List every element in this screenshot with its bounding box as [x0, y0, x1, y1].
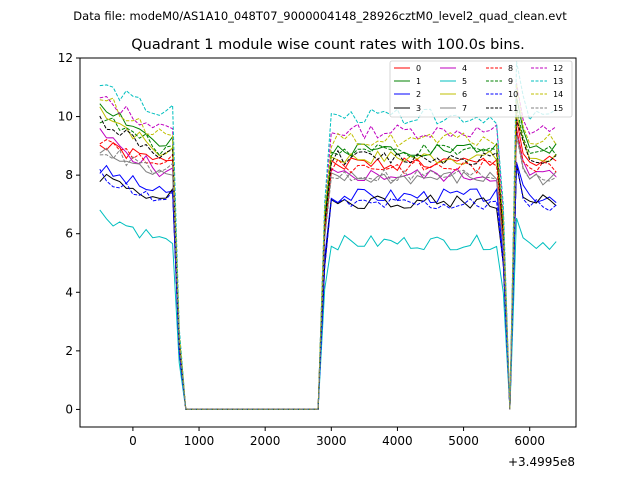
legend-label-11: 11: [508, 104, 518, 113]
y-tick-label: 4: [65, 285, 73, 299]
x-tick-label: 5000: [448, 434, 479, 448]
legend-label-15: 15: [553, 104, 563, 113]
series-line-5: [99, 209, 557, 410]
legend-label-9: 9: [508, 77, 513, 86]
legend-label-5: 5: [462, 77, 467, 86]
legend-label-10: 10: [508, 90, 518, 99]
chart-title: Quadrant 1 module wise count rates with …: [131, 37, 525, 53]
series-line-14: [99, 84, 557, 410]
x-axis: 0 1000 2000 3000 4000 5000 6000: [129, 427, 545, 448]
legend-label-6: 6: [462, 90, 467, 99]
y-tick-label: 2: [65, 344, 73, 358]
x-offset-label: +3.4995e8: [508, 455, 575, 469]
x-tick-label: 4000: [382, 434, 413, 448]
legend-label-8: 8: [508, 64, 513, 73]
figure-suptitle: Data file: modeM0/AS1A10_048T07_90000041…: [73, 9, 567, 23]
x-tick-label: 3000: [316, 434, 347, 448]
x-tick-label: 0: [129, 434, 137, 448]
series-line-13: [99, 61, 557, 410]
x-tick-label: 6000: [514, 434, 545, 448]
y-tick-label: 12: [58, 51, 73, 65]
legend-frame: [389, 60, 573, 118]
legend-label-0: 0: [416, 64, 421, 73]
x-tick-label: 2000: [250, 434, 281, 448]
legend-label-12: 12: [553, 64, 563, 73]
legend-label-13: 13: [553, 77, 563, 86]
legend-label-1: 1: [416, 77, 421, 86]
legend-label-7: 7: [462, 104, 467, 113]
y-axis: 0 2 4 6 8 10 12: [58, 51, 80, 416]
y-tick-label: 10: [58, 110, 73, 124]
axes-frame: [79, 57, 577, 428]
y-tick-label: 6: [65, 227, 73, 241]
series-line-10: [99, 164, 557, 410]
legend-label-2: 2: [416, 90, 421, 99]
y-tick-label: 8: [65, 168, 73, 182]
series-line-15: [99, 135, 557, 410]
legend-label-14: 14: [553, 90, 563, 99]
series-line-11: [99, 115, 557, 410]
legend-label-3: 3: [416, 104, 421, 113]
y-tick-label: 0: [65, 402, 73, 416]
x-tick-label: 1000: [184, 434, 215, 448]
legend-label-4: 4: [462, 64, 467, 73]
series-line-9: [99, 106, 557, 410]
series-layer: [99, 61, 557, 410]
